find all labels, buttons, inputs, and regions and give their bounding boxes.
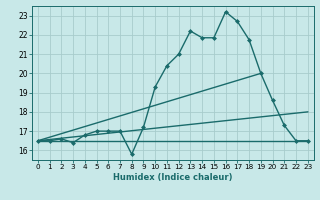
X-axis label: Humidex (Indice chaleur): Humidex (Indice chaleur) — [113, 173, 233, 182]
